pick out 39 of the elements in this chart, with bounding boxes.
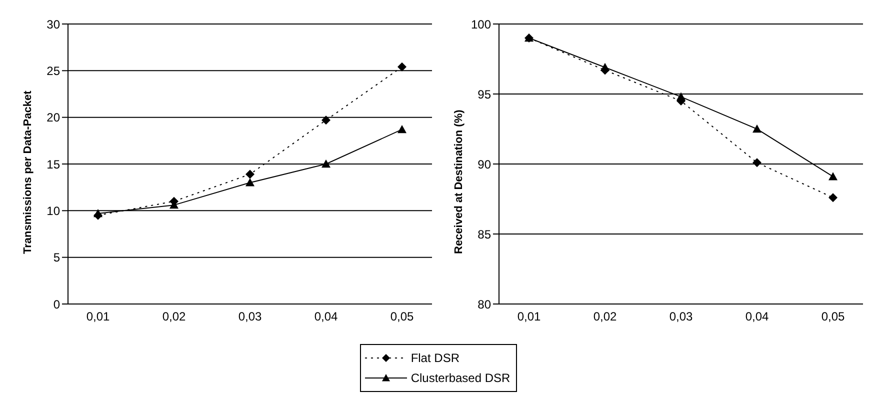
- point: [322, 116, 330, 125]
- point: [600, 62, 610, 71]
- point: [94, 208, 102, 218]
- x-tick-label: 0,04: [314, 310, 338, 324]
- y-tick-label: 100: [470, 17, 492, 32]
- y-tick-label: 95: [478, 87, 492, 102]
- x-tick-label: 0,03: [669, 310, 693, 324]
- y-tick-label: 80: [478, 297, 492, 312]
- y-tick-label: 30: [46, 17, 60, 32]
- point: [752, 158, 762, 168]
- point: [398, 124, 406, 134]
- y-tick-label: 85: [478, 227, 492, 242]
- x-tick-label: 0,05: [821, 310, 845, 324]
- point: [752, 124, 762, 133]
- y-tick-label: 5: [53, 250, 60, 265]
- y-axis-title: Received at Destination (%): [452, 109, 465, 254]
- x-tick-label: 0,02: [593, 310, 617, 324]
- point: [398, 62, 406, 72]
- y-tick-label: 10: [46, 204, 60, 218]
- point: [246, 170, 254, 179]
- legend-label: Flat DSR: [410, 351, 460, 365]
- y-axis-title: Transmissions per Data-Packet: [22, 90, 34, 254]
- y-tick-label: 20: [46, 110, 60, 125]
- x-tick-label: 0,01: [86, 310, 110, 324]
- point: [322, 160, 330, 168]
- point: [828, 172, 838, 180]
- y-tick-label: 90: [478, 157, 492, 172]
- x-tick-label: 0,05: [390, 310, 414, 324]
- point: [828, 193, 838, 202]
- legend-label: Clusterbased DSR: [410, 371, 510, 385]
- x-tick-label: 0,04: [745, 310, 769, 324]
- point: [246, 178, 254, 186]
- y-tick-label: 25: [46, 64, 60, 78]
- x-tick-label: 0,01: [517, 310, 541, 324]
- y-tick-label: 15: [46, 157, 60, 172]
- point: [676, 92, 686, 100]
- x-tick-label: 0,02: [162, 310, 186, 324]
- x-tick-label: 0,03: [238, 310, 262, 324]
- y-tick-label: 0: [53, 297, 60, 312]
